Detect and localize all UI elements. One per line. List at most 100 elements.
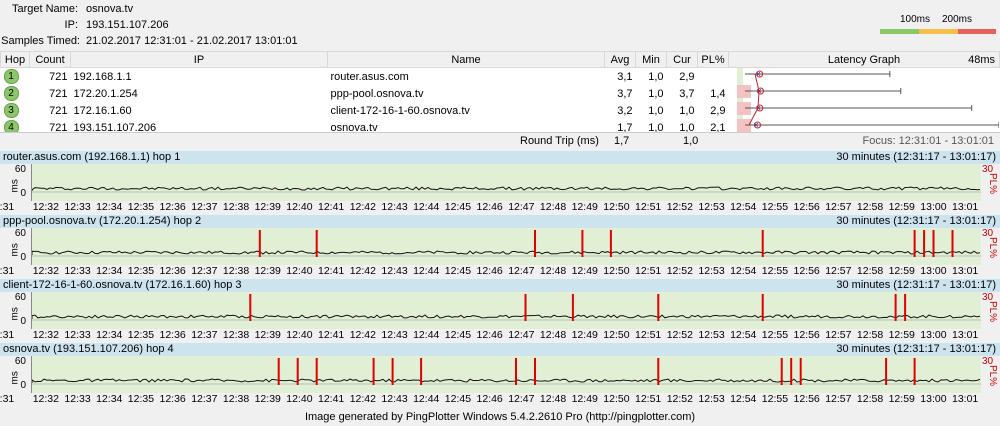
x-tick-label: 12:32 (32, 393, 59, 405)
pl-axis: 30 PL% (980, 356, 1000, 393)
table-row[interactable]: 4 721 193.151.107.206 osnova.tv 1,7 1,0 1,0 2,1 (1, 119, 1000, 136)
x-tick-label: 12:39 (254, 329, 281, 341)
x-tick-label: 12:57 (825, 393, 852, 405)
hop-name: osnova.tv (330, 121, 378, 134)
col-latency-graph[interactable]: Latency Graph 48ms (728, 51, 1000, 68)
latency-loss-box (737, 85, 751, 98)
latency-graph-title: Latency Graph (827, 53, 901, 66)
col-hop[interactable]: Hop (0, 51, 30, 68)
table-header-row: Hop Count IP Name Avg Min Cur PL% Latenc… (0, 51, 1000, 68)
col-ip[interactable]: IP (70, 51, 328, 68)
x-tick-label: 12:54 (730, 201, 757, 213)
pl-unit: PL% (987, 236, 999, 259)
latency-avg-marker (756, 104, 764, 112)
table-row[interactable]: 1 721 192.168.1.1 router.asus.com 3,1 1,0 2,9 (1, 68, 1000, 86)
x-tick-label: 12:48 (539, 201, 567, 213)
col-name[interactable]: Name (327, 51, 605, 68)
x-tick-label: 12:38 (222, 265, 250, 277)
x-tick-label: 12:44 (413, 393, 440, 405)
x-tick-label: 13:01 (952, 329, 979, 341)
latency-avg-marker (757, 87, 765, 95)
legend-red-bar (958, 29, 996, 34)
panel-title-bar: osnova.tv (193.151.107.206) hop 4 30 minu… (0, 343, 1000, 356)
x-tick-label: 12:31 (0, 329, 15, 341)
table-row[interactable]: 3 721 172.16.1.60 client-172-16-1-60.osnova… (1, 102, 1000, 119)
x-tick-label: 12:43 (381, 329, 408, 341)
y-axis: 60 0 ms (0, 356, 30, 393)
col-min[interactable]: Min (635, 51, 667, 68)
target-name-label: Target Name: (11, 3, 78, 15)
x-tick-label: 12:44 (413, 329, 440, 341)
table-row[interactable]: 2 721 172.20.1.254 ppp-pool.osnova.tv 3,7 1,0… (1, 85, 1000, 102)
latency-loss-box (737, 102, 751, 115)
hop-pl: 2,1 (710, 121, 726, 134)
x-tick-label: 12:59 (888, 265, 915, 277)
x-tick-label: 12:35 (127, 393, 155, 405)
col-avg[interactable]: Avg (604, 51, 636, 68)
latency-graph: ×××× (737, 68, 999, 132)
x-tick-label: 12:44 (413, 265, 440, 277)
hop-badge: 1 (3, 69, 19, 84)
latency-trace (32, 186, 981, 191)
x-tick-label: 12:54 (730, 393, 757, 405)
x-tick-label: 12:52 (666, 329, 693, 341)
x-tick-label: 12:31 (0, 201, 15, 213)
panel-range: 30 minutes (12:31:17 - 13:01:17) (836, 215, 996, 227)
latency-avg-marker (756, 70, 764, 78)
x-tick-label: 12:45 (444, 201, 472, 213)
x-tick-label: 12:31 (0, 393, 15, 405)
x-axis: 12:31 12:32 12:33 12:34 12:35 12:36 12:37 12:38… (0, 201, 1000, 214)
y-unit: ms (9, 307, 21, 321)
x-tick-label: 12:53 (698, 393, 725, 405)
x-axis: 12:31 12:32 12:33 12:34 12:35 12:36 12:37 12:38… (0, 265, 1000, 278)
latency-trace (32, 378, 981, 383)
y-axis: 60 0 ms (0, 228, 30, 265)
x-tick-label: 12:55 (761, 393, 789, 405)
x-axis: 12:31 12:32 12:33 12:34 12:35 12:36 12:37 12:38… (0, 393, 1000, 406)
x-tick-label: 12:49 (571, 393, 598, 405)
x-tick-label: 12:39 (254, 393, 281, 405)
x-tick-label: 12:38 (222, 201, 250, 213)
hop-avg: 1,7 (617, 121, 633, 134)
hop-avg: 3,1 (617, 70, 633, 83)
ip-label: IP: (64, 19, 78, 31)
hop-min: 1,0 (648, 121, 664, 134)
col-cur[interactable]: Cur (666, 51, 698, 68)
x-tick-label: 12:37 (191, 393, 218, 405)
x-tick-label: 12:43 (381, 393, 408, 405)
x-tick-label: 12:40 (286, 393, 313, 405)
x-tick-label: 12:48 (539, 329, 567, 341)
x-tick-label: 12:56 (793, 393, 820, 405)
x-tick-label: 12:54 (730, 329, 757, 341)
x-tick-label: 13:00 (920, 201, 947, 213)
hop-number: 1 (1, 68, 30, 86)
latency-avg-path (748, 73, 760, 126)
legend-green-bar (880, 29, 919, 34)
col-count[interactable]: Count (29, 51, 71, 68)
latency-series (32, 358, 981, 385)
x-tick-label: 12:50 (603, 201, 630, 213)
latency-trace (32, 250, 981, 255)
hop-name: client-172-16-1-60.osnova.tv (330, 104, 470, 117)
col-pl[interactable]: PL% (697, 51, 729, 68)
x-tick-label: 12:53 (698, 329, 725, 341)
header: Target Name: osnova.tv IP: 193.151.107.2… (0, 0, 1000, 51)
x-tick-label: 12:54 (730, 265, 757, 277)
panel-range: 30 minutes (12:31:17 - 13:01:17) (836, 343, 996, 355)
panel-title-bar: router.asus.com (192.168.1.1) hop 1 30 mi… (0, 151, 1000, 164)
x-tick-label: 12:58 (856, 265, 884, 277)
x-tick-label: 12:37 (191, 329, 218, 341)
latency-loss-box (737, 119, 751, 132)
x-tick-label: 12:40 (286, 329, 313, 341)
panel-title: ppp-pool.osnova.tv (172.20.1.254) hop 2 (3, 215, 202, 227)
x-tick-label: 12:45 (444, 393, 472, 405)
footer-text: Image generated by PingPlotter Windows 5… (304, 411, 696, 423)
x-tick-label: 12:43 (381, 265, 408, 277)
panel-range: 30 minutes (12:31:17 - 13:01:17) (836, 151, 996, 163)
y-tick-60: 60 (14, 164, 26, 175)
pl-tick-30: 30 (982, 292, 994, 303)
x-tick-label: 13:00 (920, 329, 947, 341)
x-tick-label: 12:53 (698, 265, 725, 277)
pl-unit: PL% (987, 172, 999, 195)
x-tick-label: 12:47 (508, 393, 535, 405)
